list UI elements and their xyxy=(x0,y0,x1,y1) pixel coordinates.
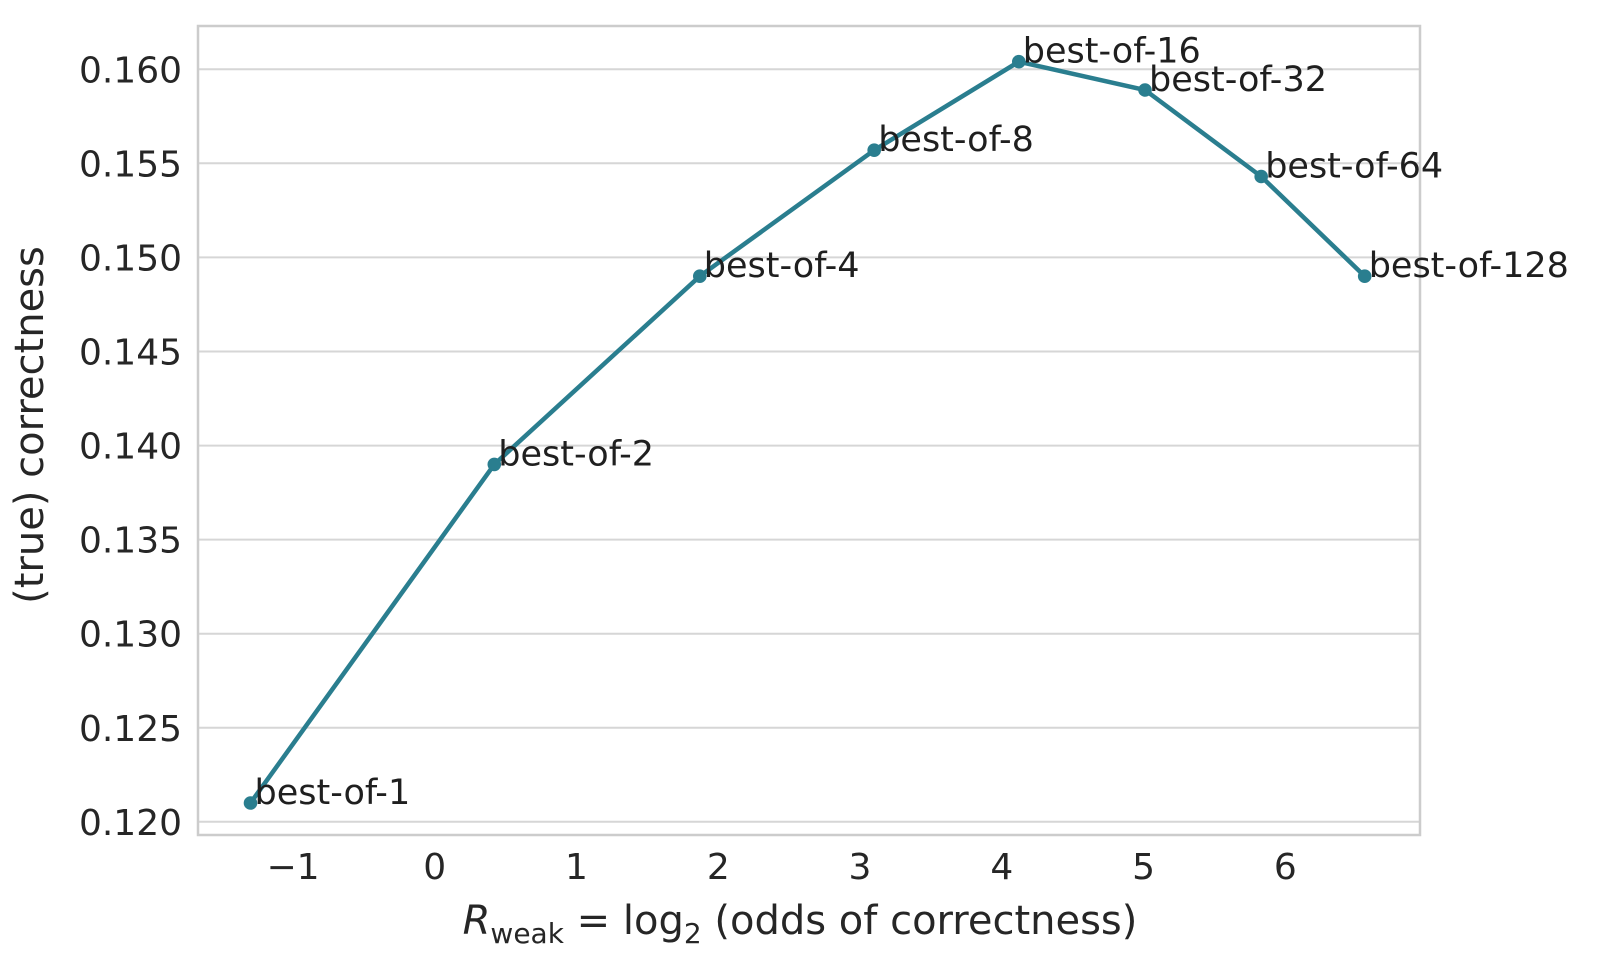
x-tick-label-4: 4 xyxy=(990,847,1013,888)
x-tick-label-0: 0 xyxy=(423,847,446,888)
data-point-best-of-1 xyxy=(243,796,258,810)
x-axis-label-equals-log: = log xyxy=(564,898,684,944)
x-tick-label-−1: −1 xyxy=(266,847,319,888)
data-point-best-of-128 xyxy=(1357,269,1372,284)
point-label-best-of-64: best-of-64 xyxy=(1265,147,1443,187)
data-point-best-of-2 xyxy=(487,457,502,472)
data-point-best-of-32 xyxy=(1138,83,1152,97)
grid-layer xyxy=(198,68,1420,823)
x-tick-label-1: 1 xyxy=(565,847,588,888)
point-label-best-of-16: best-of-16 xyxy=(1023,32,1201,72)
y-tick-label-0.120: 0.120 xyxy=(79,803,182,844)
x-tick-label-3: 3 xyxy=(849,847,872,888)
y-tick-label-0.155: 0.155 xyxy=(79,144,182,185)
x-axis-label-var-subscript: weak xyxy=(490,917,564,950)
series-line xyxy=(248,59,1367,806)
x-tick-label-6: 6 xyxy=(1274,847,1297,888)
data-point-best-of-16 xyxy=(1012,54,1026,69)
point-label-best-of-32: best-of-32 xyxy=(1149,60,1327,100)
plot-border xyxy=(196,24,1422,837)
y-tick-label-0.140: 0.140 xyxy=(79,427,182,468)
point-label-best-of-128: best-of-128 xyxy=(1369,246,1569,286)
x-axis-label: Rweak = log2 (odds of correctness) xyxy=(463,898,1138,950)
point-label-best-of-8: best-of-8 xyxy=(878,120,1034,160)
point-label-best-of-2: best-of-2 xyxy=(498,434,654,474)
series-layer: best-of-1 best-of-2 best-of-4 best-of-8 best… xyxy=(243,32,1569,813)
data-point-best-of-4 xyxy=(693,269,707,284)
y-tick-label-0.125: 0.125 xyxy=(79,709,182,750)
x-axis-label-log-subscript: 2 xyxy=(684,917,702,950)
point-label-best-of-1: best-of-1 xyxy=(255,773,411,813)
y-axis-tick-labels: 0.120 0.125 0.130 0.135 0.140 0.145 0.150 0.155… xyxy=(79,50,182,844)
y-tick-label-0.145: 0.145 xyxy=(79,333,182,374)
data-point-best-of-64 xyxy=(1254,169,1268,184)
y-tick-label-0.150: 0.150 xyxy=(79,238,182,279)
y-axis-label: (true) correctness xyxy=(7,246,53,604)
x-axis-tick-labels: −1 0 1 2 3 4 5 6 xyxy=(266,847,1296,888)
data-point-best-of-8 xyxy=(867,143,881,157)
y-tick-label-0.135: 0.135 xyxy=(79,521,182,562)
y-tick-label-0.160: 0.160 xyxy=(79,50,182,91)
point-label-best-of-4: best-of-4 xyxy=(704,246,860,286)
x-axis-label-var: R xyxy=(463,898,491,944)
y-tick-label-0.130: 0.130 xyxy=(79,615,182,656)
x-tick-label-2: 2 xyxy=(707,847,730,888)
x-tick-label-5: 5 xyxy=(1132,847,1155,888)
x-axis-label-rest: (odds of correctness) xyxy=(702,898,1138,944)
